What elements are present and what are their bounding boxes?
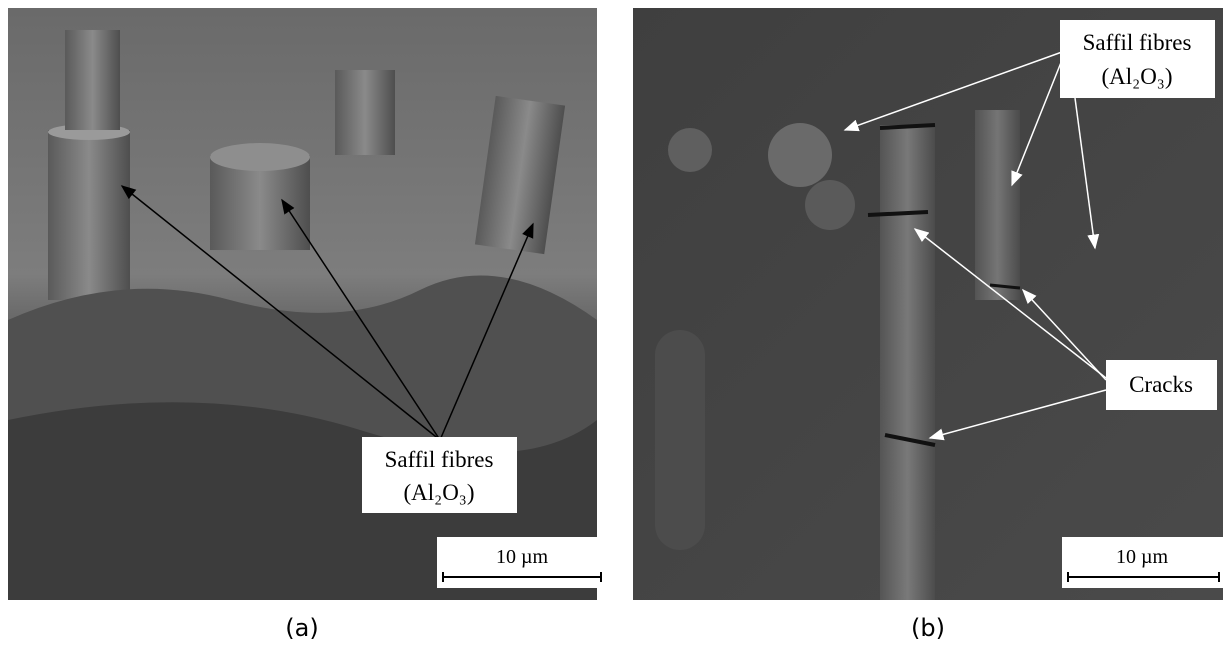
fibre-end (668, 128, 712, 172)
label-text: (Al₂O₃) (404, 480, 475, 505)
label-text: (Al₂O₃) (1102, 64, 1173, 89)
fibre-end (210, 143, 310, 171)
fibre-end (805, 180, 855, 230)
scale-bar-label: 10 µm (496, 546, 549, 568)
figure: Saffil fibres (Al₂O₃) 10 µm Saffil fibre… (0, 0, 1223, 653)
fibre-end (768, 123, 832, 187)
label-text: Saffil fibres (385, 447, 494, 472)
fibre (880, 125, 935, 600)
scale-bar-label: 10 µm (1116, 546, 1169, 568)
fibre (975, 110, 1020, 300)
panel-caption: (a) (285, 614, 318, 642)
label-text: Cracks (1129, 372, 1193, 397)
label-text: Saffil fibres (1083, 30, 1192, 55)
panel-caption: (b) (911, 614, 945, 642)
fibre (48, 130, 130, 300)
fibre (335, 70, 395, 155)
fibre (65, 30, 120, 130)
fibre (655, 330, 705, 550)
